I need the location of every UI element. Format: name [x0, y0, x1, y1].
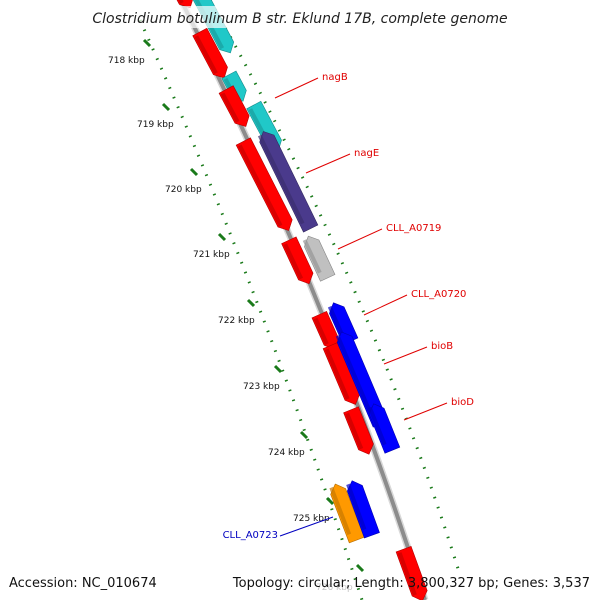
kbp-tick-mark	[142, 38, 152, 48]
gene-arrow-body	[218, 85, 250, 127]
gene-arrow-body	[281, 236, 314, 285]
gene-label[interactable]: nagB	[322, 72, 348, 83]
gene-arrow-shade	[257, 134, 305, 225]
kbp-label: 724 kbp	[268, 448, 305, 458]
kbp-tick-mark	[246, 298, 256, 308]
gene-label[interactable]: CLL_A0719	[386, 223, 441, 234]
gene-label-leader	[305, 153, 351, 174]
gene-arrow[interactable]	[395, 546, 430, 600]
gene-arrow-shade	[220, 92, 240, 123]
gene-arrow[interactable]	[343, 406, 377, 457]
kbp-label: 722 kbp	[218, 316, 255, 326]
kbp-tick-mark	[189, 167, 199, 177]
gene-arrow-shade	[174, 0, 184, 4]
gene-label[interactable]: CLL_A0723	[223, 530, 278, 541]
gene-features	[172, 0, 430, 600]
gene-arrow-shade	[194, 35, 218, 75]
gene-arrow-shade	[345, 412, 364, 450]
kbp-label: 720 kbp	[165, 185, 202, 195]
gene-arrow-shade	[327, 305, 345, 337]
kbp-tick-mark	[273, 364, 283, 374]
gene-arrow-shade	[397, 552, 417, 596]
gene-arrow[interactable]	[218, 85, 253, 131]
gene-arrow-shade	[324, 348, 350, 400]
kbp-tick-mark	[161, 102, 171, 112]
gene-label[interactable]: nagE	[354, 148, 379, 159]
gene-arrow[interactable]	[235, 137, 296, 234]
gene-arrow[interactable]	[301, 233, 336, 282]
title-backdrop	[96, 6, 506, 28]
genome-backbone-shadow	[177, 0, 429, 600]
gene-arrow[interactable]	[345, 478, 380, 539]
map-title: Clostridium botulinum B str. Eklund 17B,…	[92, 11, 507, 27]
genome-summary-text: Topology: circular; Length: 3,800,327 bp…	[232, 576, 590, 591]
gene-label-leader	[383, 346, 428, 365]
gene-label-leader	[279, 516, 334, 537]
gene-label-leader	[274, 77, 319, 99]
gene-arrow[interactable]	[192, 27, 232, 81]
gene-arrow-body	[192, 27, 228, 79]
gene-arrow-shade	[283, 243, 304, 280]
gene-label[interactable]: bioB	[431, 341, 453, 352]
gene-arrow-shade	[313, 317, 329, 345]
gene-arrow-shade	[302, 239, 322, 274]
gene-label[interactable]: CLL_A0720	[411, 289, 466, 300]
kbp-tick-mark	[355, 563, 365, 573]
gene-label-leader	[363, 294, 408, 316]
gene-arrow[interactable]	[256, 128, 319, 233]
kbp-label: 723 kbp	[243, 382, 280, 392]
kbp-ticks: 718 kbp 719 kbp 720 kbp 721 kbp 722 kbp 723 k…	[108, 38, 365, 593]
gene-arrow[interactable]	[328, 481, 365, 544]
gene-labels: nagB nagE CLL_A0719 CLL_A0720 bioB bioD CLL_A0…	[223, 72, 475, 541]
kbp-label: 721 kbp	[193, 250, 230, 260]
gene-label-leader	[403, 402, 448, 421]
kbp-tick-mark	[325, 496, 335, 506]
kbp-tick-mark	[299, 430, 309, 440]
kbp-label: 718 kbp	[108, 56, 145, 66]
gene-arrow-body	[235, 137, 293, 231]
kbp-label: 725 kbp	[293, 514, 330, 524]
accession-text: Accession: NC_010674	[9, 576, 157, 591]
kbp-label: 726 kbp	[316, 583, 353, 593]
genome-backbone	[179, 0, 427, 600]
gene-arrow-shade	[367, 406, 387, 446]
gene-arrow-shade	[329, 486, 352, 536]
kbp-tick-mark	[217, 232, 227, 242]
gene-arrow[interactable]	[281, 236, 317, 287]
gene-arrow-shade	[237, 144, 283, 227]
gene-arrow[interactable]	[366, 401, 401, 454]
kbp-label: 719 kbp	[137, 120, 174, 130]
gene-label[interactable]: bioD	[451, 397, 474, 408]
gene-arrow-shade	[335, 334, 375, 420]
gene-label-leader	[337, 228, 383, 250]
gene-arrow-shade	[346, 483, 367, 531]
